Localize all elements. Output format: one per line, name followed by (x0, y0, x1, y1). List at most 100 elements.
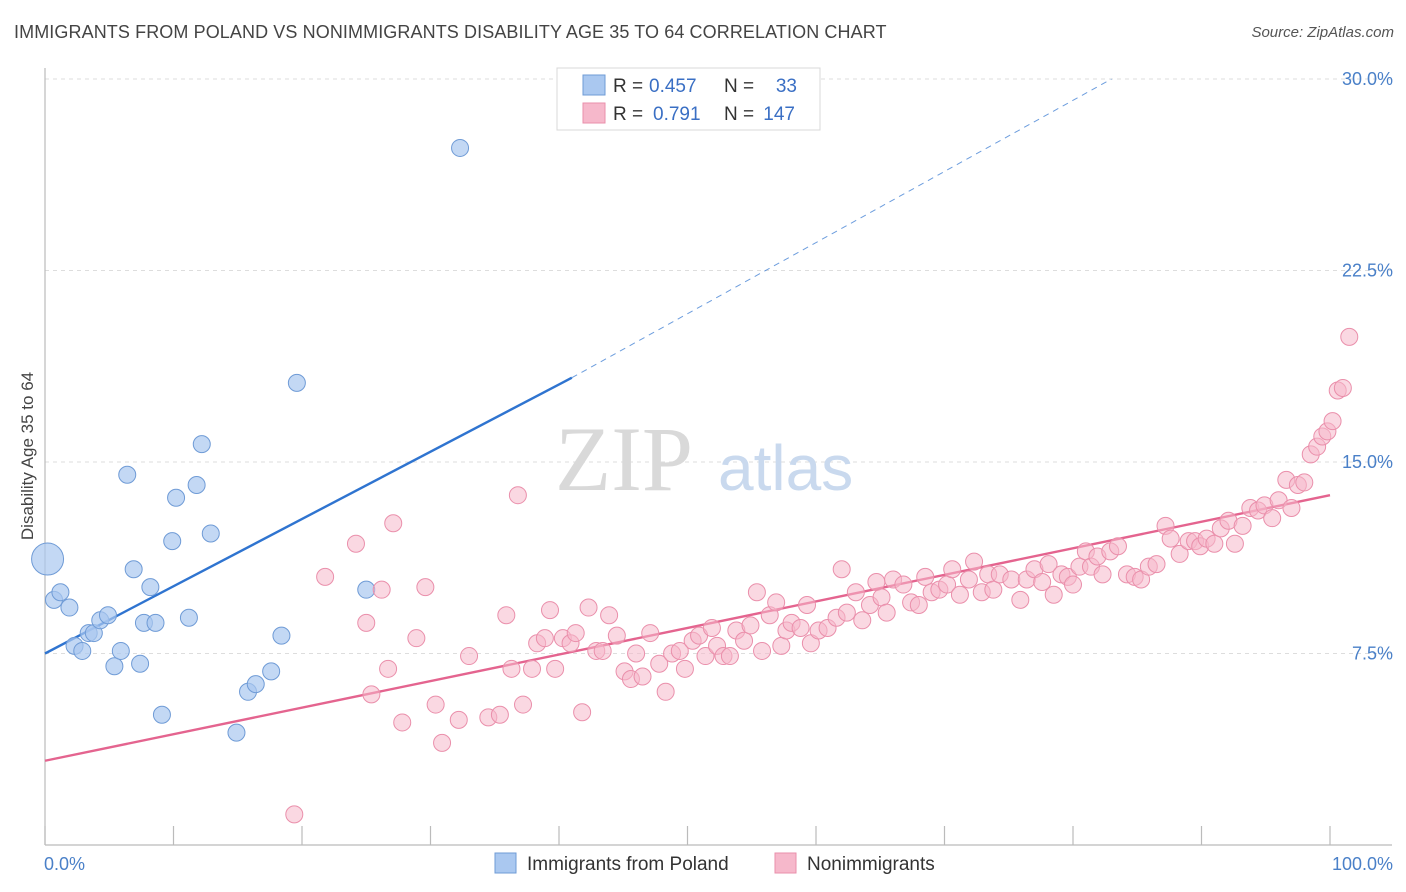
y-tick-label: 7.5% (1352, 644, 1393, 664)
data-point-nonimmigrants (407, 629, 426, 648)
data-point-nonimmigrants (633, 667, 652, 686)
data-point-nonimmigrants (670, 641, 689, 660)
data-point-immigrants-from-poland (152, 705, 171, 724)
data-point-immigrants-from-poland (51, 583, 70, 602)
data-point-nonimmigrants (767, 593, 786, 612)
legend-r-value: 0.791 (653, 104, 701, 125)
data-point-nonimmigrants (362, 685, 381, 704)
data-point-nonimmigrants (1093, 565, 1112, 584)
data-point-nonimmigrants (894, 575, 913, 594)
data-point-nonimmigrants (720, 647, 739, 666)
data-point-immigrants-from-poland (192, 435, 211, 454)
data-point-immigrants-from-poland (146, 613, 165, 632)
data-point-nonimmigrants (916, 567, 935, 586)
data-point-immigrants-from-poland (131, 654, 150, 673)
source-label: Source: ZipAtlas.com (1251, 24, 1394, 41)
y-tick-labels: 7.5% 15.0% 22.5% 30.0% (1342, 69, 1393, 664)
data-point-nonimmigrants (853, 611, 872, 630)
data-point-nonimmigrants (1263, 509, 1282, 528)
series-nonimmigrants (285, 327, 1359, 824)
data-point-nonimmigrants (433, 733, 452, 752)
data-point-nonimmigrants (600, 606, 619, 625)
data-point-nonimmigrants (1011, 590, 1030, 609)
data-point-nonimmigrants (1147, 555, 1166, 574)
data-point-nonimmigrants (1064, 575, 1082, 594)
y-tick-label: 15.0% (1342, 452, 1393, 472)
legend: R = 0.457 N = 33 R = 0.791 N = 147 (556, 67, 821, 131)
data-point-nonimmigrants (546, 659, 565, 678)
data-point-nonimmigrants (1225, 534, 1244, 553)
data-point-nonimmigrants (346, 534, 365, 553)
legend-n-label: N = (724, 76, 754, 97)
data-point-nonimmigrants (641, 624, 660, 643)
x-tick-label: 0.0% (44, 854, 85, 874)
data-point-immigrants-from-poland (287, 373, 306, 392)
data-point-nonimmigrants (1295, 473, 1314, 492)
chart-title: IMMIGRANTS FROM POLAND VS NONIMMIGRANTS … (14, 22, 887, 42)
x-tick-labels: 0.0% 100.0% (44, 854, 1393, 874)
data-point-nonimmigrants (791, 618, 810, 637)
axes (44, 68, 1392, 846)
data-point-nonimmigrants (579, 598, 598, 617)
legend-n-value: 33 (776, 76, 797, 97)
data-point-immigrants-from-poland (357, 580, 376, 599)
watermark-atlas: atlas (718, 432, 853, 504)
series-immigrants-from-poland (31, 138, 470, 742)
data-point-nonimmigrants (357, 613, 376, 632)
data-point-nonimmigrants (502, 659, 521, 678)
data-point-immigrants-from-poland (73, 641, 92, 660)
data-point-nonimmigrants (607, 626, 626, 645)
x-ticks (44, 826, 1331, 845)
data-point-nonimmigrants (832, 560, 851, 579)
data-point-nonimmigrants (1039, 555, 1058, 574)
y-axis-label: Disability Age 35 to 64 (18, 372, 37, 540)
data-point-immigrants-from-poland (31, 542, 65, 576)
bottom-legend-label: Immigrants from Poland (527, 854, 729, 875)
data-point-nonimmigrants (393, 713, 412, 732)
data-point-immigrants-from-poland (451, 138, 470, 157)
data-point-nonimmigrants (449, 710, 468, 729)
data-point-nonimmigrants (490, 705, 509, 724)
data-point-nonimmigrants (372, 580, 391, 599)
trend-line-immigrants-from-poland (44, 376, 573, 655)
data-point-nonimmigrants (1233, 516, 1252, 535)
data-point-nonimmigrants (1282, 498, 1301, 517)
data-point-nonimmigrants (1323, 412, 1342, 431)
data-point-nonimmigrants (514, 695, 533, 714)
y-tick-label: 22.5% (1342, 261, 1393, 281)
bottom-legend-label: Nonimmigrants (807, 854, 935, 875)
y-tick-label: 30.0% (1342, 69, 1393, 89)
data-point-nonimmigrants (846, 583, 865, 602)
data-point-immigrants-from-poland (179, 608, 198, 627)
data-point-nonimmigrants (1108, 537, 1127, 556)
x-tick-label: 100.0% (1332, 854, 1393, 874)
data-point-nonimmigrants (656, 682, 675, 701)
data-point-nonimmigrants (416, 578, 435, 597)
data-point-nonimmigrants (867, 573, 886, 592)
watermark: ZIP atlas (555, 408, 853, 510)
data-point-nonimmigrants (1002, 570, 1021, 589)
data-point-nonimmigrants (566, 624, 585, 643)
data-point-nonimmigrants (1333, 378, 1352, 397)
data-point-nonimmigrants (984, 580, 1003, 599)
bottom-legend: Immigrants from Poland Nonimmigrants (494, 852, 935, 875)
data-point-nonimmigrants (627, 644, 646, 663)
data-point-nonimmigrants (573, 703, 592, 722)
data-point-immigrants-from-poland (227, 723, 246, 742)
data-point-nonimmigrants (285, 805, 304, 824)
data-point-immigrants-from-poland (141, 578, 160, 597)
data-point-immigrants-from-poland (262, 662, 281, 681)
legend-r-label: R = (613, 76, 643, 97)
data-point-immigrants-from-poland (124, 560, 143, 579)
data-point-nonimmigrants (508, 486, 527, 505)
data-point-immigrants-from-poland (246, 675, 265, 694)
data-point-nonimmigrants (837, 603, 856, 622)
trend-line-extension-immigrants-from-poland (571, 78, 1112, 379)
legend-n-value: 147 (763, 104, 795, 125)
data-point-immigrants-from-poland (201, 524, 220, 543)
data-point-nonimmigrants (523, 659, 542, 678)
legend-swatch-blue (582, 74, 606, 96)
data-point-immigrants-from-poland (60, 598, 79, 617)
legend-r-label: R = (613, 104, 643, 125)
